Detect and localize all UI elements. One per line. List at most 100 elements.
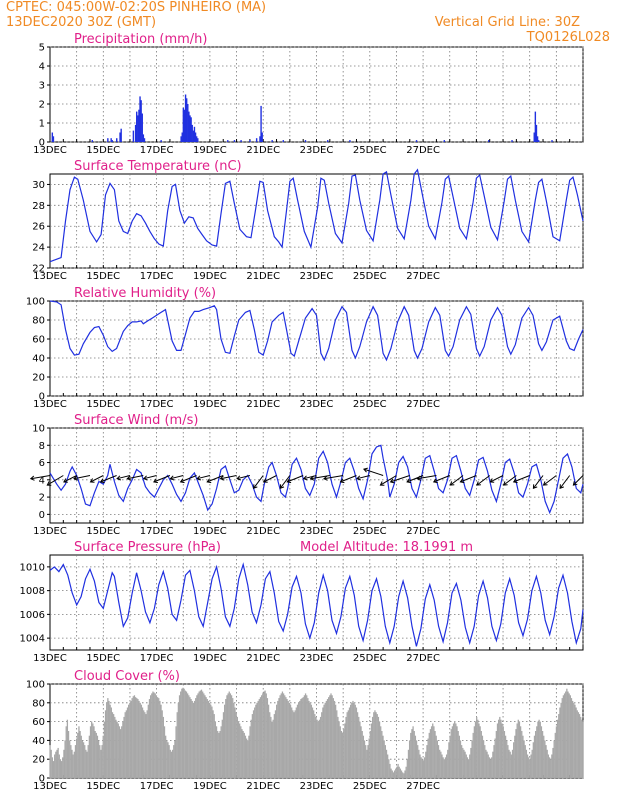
wind-vector-arrow xyxy=(513,475,530,483)
cloud-cover-bar xyxy=(206,699,208,778)
cloud-cover-bar xyxy=(215,726,218,778)
x-tick-label: 23DEC xyxy=(300,653,334,664)
cloud-cover-bar xyxy=(163,726,166,778)
cloud-cover-bar xyxy=(382,735,384,778)
x-tick-label: 15DEC xyxy=(86,399,120,410)
x-tick-label: 19DEC xyxy=(193,526,227,537)
precip-bar xyxy=(181,132,183,142)
cloud-cover-bar xyxy=(374,710,376,778)
cloud-cover-bar xyxy=(218,732,220,778)
cloud-cover-bar xyxy=(332,698,334,778)
x-tick-label: 21DEC xyxy=(246,781,280,792)
cloud-cover-bar xyxy=(454,721,456,778)
cloud-cover-bar xyxy=(511,749,514,778)
cloud-cover-bar xyxy=(452,723,455,778)
wind-vector-head xyxy=(459,478,465,484)
cloud-cover-bar xyxy=(134,697,137,778)
x-tick-label: 15DEC xyxy=(86,653,120,664)
wind-vector-head xyxy=(572,481,578,486)
header-model: TQ0126L028 xyxy=(526,30,610,45)
cloud-cover-bar xyxy=(503,731,506,778)
precip-bar xyxy=(282,140,284,142)
precip-bar xyxy=(511,140,513,142)
cloud-cover-bar xyxy=(304,693,307,778)
cloud-cover-bar xyxy=(274,710,277,778)
cloud-cover-bar xyxy=(488,757,491,778)
cloud-cover-bar xyxy=(359,721,361,778)
cloud-cover-bar xyxy=(396,766,398,778)
cloud-cover-bar xyxy=(165,735,167,778)
cloud-cover-bar xyxy=(269,712,271,778)
cloud-cover-bar xyxy=(464,751,466,778)
precip-bar xyxy=(110,138,112,142)
cloud-cover-bar xyxy=(538,719,540,778)
cloud-cover-bar xyxy=(495,731,497,778)
cloud-cover-bar xyxy=(300,699,302,778)
cloud-cover-bar xyxy=(467,759,470,778)
cloud-cover-bar xyxy=(236,716,239,778)
cloud-cover-bar xyxy=(78,726,80,778)
wind-vector-arrow xyxy=(543,475,557,486)
panel-5: 1004 1006 1008 1010 13DEC 15DEC 17DEC 19DEC 21DE… xyxy=(20,540,584,664)
cloud-cover-bar xyxy=(245,738,248,778)
cloud-cover-bar xyxy=(260,695,263,778)
cloud-cover-bar xyxy=(222,712,225,778)
series-line xyxy=(49,300,584,362)
cloud-cover-bar xyxy=(144,712,146,778)
cloud-cover-bar xyxy=(358,716,360,778)
y-tick-label: 26 xyxy=(32,222,45,233)
precip-bar xyxy=(137,115,139,142)
cloud-cover-bar xyxy=(439,749,441,778)
precip-bar xyxy=(160,140,162,142)
cloud-cover-bar xyxy=(325,700,328,778)
cloud-cover-bar xyxy=(333,700,336,778)
precip-bar xyxy=(183,109,186,142)
wind-vector-arrow xyxy=(207,475,224,483)
cloud-cover-bar xyxy=(451,726,454,778)
x-tick-label: 13DEC xyxy=(33,526,67,537)
cloud-cover-bar xyxy=(114,716,116,778)
precip-bar xyxy=(120,128,122,142)
cloud-cover-bar xyxy=(510,754,513,778)
cloud-cover-bar xyxy=(288,702,291,778)
cloud-cover-bar xyxy=(162,716,165,778)
cloud-cover-bar xyxy=(280,693,282,778)
precip-bar xyxy=(535,124,538,142)
x-tick-label: 21DEC xyxy=(246,399,280,410)
cloud-cover-bar xyxy=(367,745,369,778)
precip-bar xyxy=(140,100,142,142)
cloud-cover-bar xyxy=(493,745,495,778)
cloud-cover-bar xyxy=(64,740,66,778)
x-tick-label: 15DEC xyxy=(86,526,120,537)
x-tick-label: 17DEC xyxy=(140,271,174,282)
cloud-cover-bar xyxy=(552,747,554,778)
cloud-cover-bar xyxy=(131,698,133,778)
cloud-cover-bar xyxy=(415,740,418,778)
cloud-cover-bar xyxy=(518,721,521,778)
cloud-cover-bar xyxy=(227,693,229,778)
cloud-cover-bar xyxy=(390,768,392,778)
precip-bar xyxy=(415,140,418,142)
cloud-cover-bar xyxy=(455,723,457,778)
cloud-cover-bar xyxy=(77,732,79,778)
y-tick-label: 60 xyxy=(32,717,45,728)
cloud-cover-bar xyxy=(69,740,71,778)
panel-title: Surface Pressure (hPa) xyxy=(74,540,221,555)
cloud-cover-bar xyxy=(369,731,371,778)
cloud-cover-bar xyxy=(441,754,443,778)
y-tick-label: 5 xyxy=(39,43,45,54)
cloud-cover-bar xyxy=(276,704,278,778)
cloud-cover-bar xyxy=(411,729,413,778)
cloud-cover-bar xyxy=(410,732,412,778)
wind-vector-head xyxy=(286,478,292,484)
precip-bar xyxy=(349,140,351,142)
cloud-cover-bar xyxy=(173,745,175,778)
cloud-cover-bar xyxy=(52,761,55,778)
cloud-cover-bar xyxy=(118,726,121,778)
cloud-cover-bar xyxy=(213,714,215,778)
precip-bar xyxy=(249,140,251,142)
cloud-cover-bar xyxy=(171,749,174,778)
cloud-cover-bar xyxy=(507,745,509,778)
cloud-cover-bar xyxy=(515,729,517,778)
precip-bar xyxy=(534,111,537,142)
